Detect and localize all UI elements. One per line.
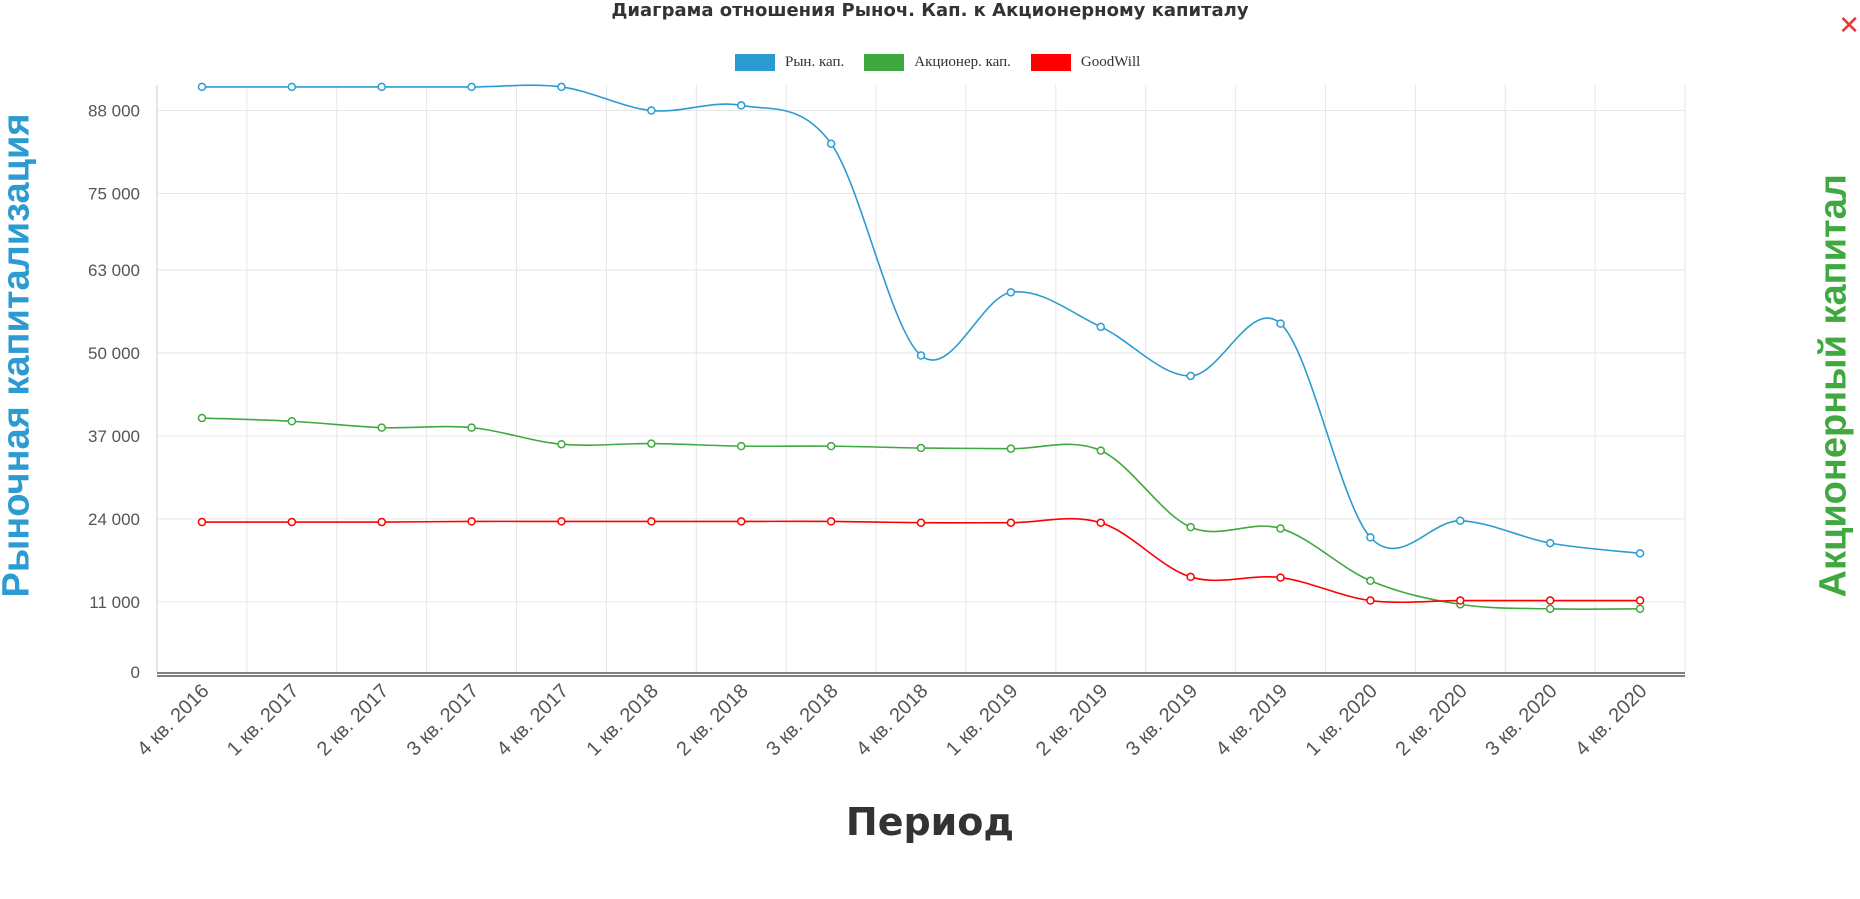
data-point-market-cap [647, 106, 656, 115]
data-point-market-cap [1545, 538, 1555, 548]
data-point-market-cap [287, 82, 297, 92]
data-point-goodwill [197, 517, 207, 527]
y-tick-label: 37 000 [88, 427, 140, 446]
x-tick-label: 2 кв. 2018 [672, 680, 752, 760]
data-point-goodwill [826, 517, 836, 526]
data-point-goodwill [467, 517, 476, 526]
data-point-goodwill [557, 517, 566, 526]
data-point-equity [736, 441, 746, 451]
data-point-equity [1096, 446, 1106, 455]
data-point-equity [287, 416, 297, 426]
legend-item-goodwill[interactable]: GoodWill [1030, 54, 1141, 71]
data-point-equity [647, 439, 656, 448]
data-point-goodwill [736, 517, 746, 526]
y-tick-label: 88 000 [88, 102, 140, 121]
data-point-equity [1276, 524, 1285, 533]
data-point-equity [467, 423, 476, 432]
data-point-equity [1186, 522, 1195, 532]
x-tick-label: 2 кв. 2020 [1391, 680, 1471, 760]
legend-label-market-cap: Рын. кап. [785, 54, 845, 70]
data-point-equity [826, 441, 836, 451]
x-tick-label: 3 кв. 2017 [403, 680, 483, 760]
x-tick-label: 1 кв. 2020 [1302, 680, 1382, 760]
data-point-market-cap [1635, 549, 1645, 558]
data-point-market-cap [557, 82, 566, 92]
legend-label-equity: Акционер. кап. [914, 54, 1011, 70]
legend-label-goodwill: GoodWill [1080, 54, 1141, 70]
data-point-market-cap [736, 101, 746, 110]
x-tick-label: 4 кв. 2018 [852, 680, 932, 760]
x-tick-label: 4 кв. 2016 [133, 680, 213, 760]
data-point-goodwill [1635, 596, 1645, 605]
data-point-goodwill [1096, 518, 1106, 527]
close-icon[interactable]: ✕ [1838, 10, 1860, 40]
x-tick-label: 4 кв. 2017 [493, 680, 573, 760]
data-point-market-cap [1276, 319, 1285, 328]
x-tick-label: 1 кв. 2017 [223, 680, 303, 760]
series-line-equity [201, 417, 1641, 610]
data-point-market-cap [1366, 533, 1375, 542]
y-tick-label: 75 000 [88, 184, 140, 203]
x-axis-title: Период [845, 800, 1015, 844]
data-point-equity [1635, 604, 1645, 614]
series-line-market-cap [201, 84, 1641, 555]
data-point-market-cap [197, 82, 207, 92]
legend-item-equity[interactable]: Акционер. кап. [864, 54, 1011, 71]
y-tick-label: 0 [131, 663, 140, 682]
chart-title: Диаграма отношения Рыноч. Кап. к Акционе… [611, 0, 1249, 21]
data-point-equity [916, 443, 926, 453]
data-point-equity [1006, 444, 1016, 453]
data-point-market-cap [467, 82, 476, 92]
x-tick-label: 2 кв. 2019 [1032, 680, 1112, 760]
data-point-market-cap [826, 139, 836, 148]
data-point-goodwill [287, 517, 297, 527]
x-tick-label: 3 кв. 2019 [1122, 680, 1202, 760]
data-point-equity [1545, 604, 1555, 614]
data-point-market-cap [1456, 516, 1465, 526]
y-tick-label: 24 000 [88, 510, 140, 529]
data-point-goodwill [1545, 596, 1555, 605]
data-point-market-cap [1186, 371, 1195, 381]
data-point-goodwill [1006, 518, 1016, 527]
legend-item-market-cap[interactable]: Рын. кап. [735, 54, 844, 71]
data-point-equity [377, 423, 386, 432]
series-line-goodwill [201, 517, 1641, 604]
data-point-equity [1366, 576, 1375, 586]
data-point-goodwill [916, 518, 926, 527]
x-tick-label: 2 кв. 2017 [313, 680, 393, 760]
y-tick-label: 50 000 [88, 344, 140, 363]
x-tick-label: 1 кв. 2018 [583, 680, 663, 760]
data-point-goodwill [1366, 596, 1375, 605]
x-tick-label: 1 кв. 2019 [942, 680, 1022, 760]
data-point-goodwill [1276, 573, 1285, 582]
x-tick-label: 3 кв. 2020 [1481, 680, 1561, 760]
x-tick-label: 3 кв. 2018 [762, 680, 842, 760]
legend-swatch-goodwill [1030, 54, 1071, 71]
data-point-goodwill [647, 517, 656, 526]
y-tick-label: 63 000 [88, 261, 140, 280]
data-point-market-cap [1096, 322, 1106, 332]
data-point-equity [557, 439, 566, 449]
data-point-goodwill [377, 517, 386, 527]
x-tick-label: 4 кв. 2020 [1571, 680, 1651, 760]
data-point-market-cap [916, 351, 926, 360]
data-point-goodwill [1456, 596, 1465, 605]
data-point-market-cap [377, 82, 386, 92]
data-point-goodwill [1186, 572, 1195, 582]
y-tick-label: 11 000 [89, 593, 140, 612]
data-point-equity [197, 413, 207, 423]
data-point-market-cap [1006, 288, 1016, 297]
legend-swatch-market-cap [735, 54, 775, 71]
legend-swatch-equity [864, 54, 905, 71]
x-tick-label: 4 кв. 2019 [1212, 680, 1292, 760]
chart-legend: Рын. кап. Акционер. кап. GoodWill [735, 54, 1160, 71]
